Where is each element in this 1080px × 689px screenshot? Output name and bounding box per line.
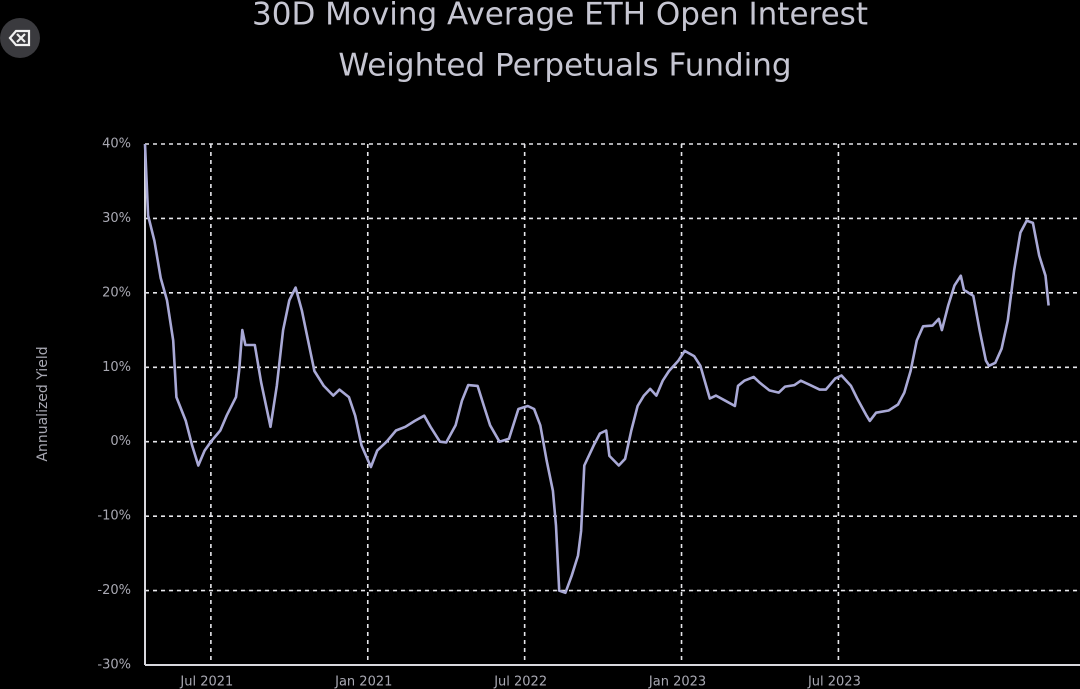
y-tick-label: 30% [102, 211, 131, 226]
x-tick-label: Jul 2023 [807, 675, 861, 689]
y-tick-label: 20% [102, 285, 131, 300]
x-tick-label: Jan 2023 [648, 675, 706, 689]
logo [0, 18, 40, 58]
x-tick-label: Jan 2021 [334, 675, 392, 689]
y-axis-label: Annualized Yield [35, 346, 51, 461]
x-tick-label: Jul 2021 [179, 675, 233, 689]
y-tick-label: -30% [97, 658, 131, 673]
y-tick-label: 40% [102, 137, 131, 152]
x-tick-label: Jul 2022 [493, 675, 547, 689]
y-tick-label: 0% [110, 434, 131, 449]
y-tick-label: -10% [97, 509, 131, 524]
y-tick-label: -20% [97, 583, 131, 598]
chart-title: 30D Moving Average ETH Open Interest [252, 0, 868, 33]
y-tick-label: 10% [102, 360, 131, 375]
line [143, 143, 1050, 595]
chart-title: Weighted Perpetuals Funding [338, 48, 791, 84]
